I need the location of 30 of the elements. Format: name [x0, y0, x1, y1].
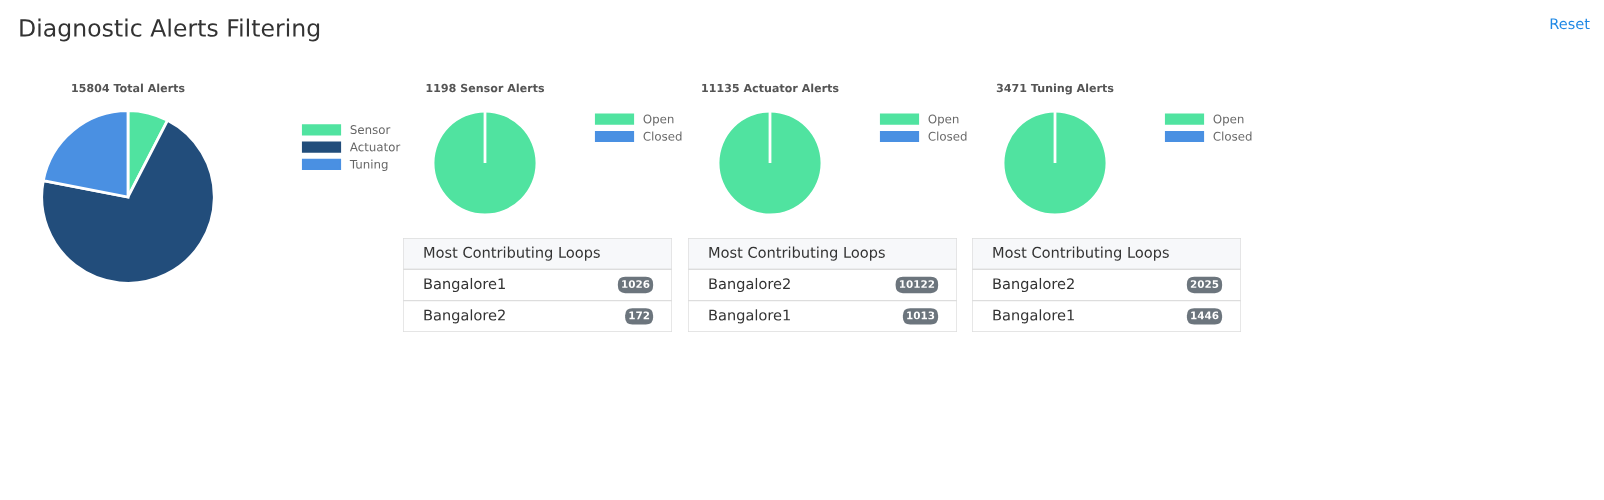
category-label: Bangalore1	[993, 309, 1074, 324]
legend-label: Open	[643, 114, 674, 126]
text: Most Contributing Loops	[424, 246, 600, 261]
chart-title: 1198 Sensor Alerts	[426, 83, 545, 93]
legend-label: Sensor	[350, 125, 391, 135]
legend-label: Open	[1213, 114, 1244, 126]
legend-label: Closed	[928, 131, 967, 141]
chart-title: 11135 Actuator Alerts	[702, 83, 839, 93]
text: Reset	[1550, 18, 1590, 30]
data-label: 1446	[1191, 311, 1219, 320]
category-label: Bangalore1	[424, 277, 505, 293]
legend-label: Tuning	[349, 159, 388, 171]
data-label: 10122	[899, 280, 935, 289]
legend-label: Actuator	[349, 142, 401, 152]
legend-label: Closed	[643, 131, 682, 141]
chart-title: 3471 Tuning Alerts	[996, 83, 1114, 95]
category-label: Bangalore2	[424, 309, 505, 324]
legend-label: Open	[928, 114, 959, 126]
text: Most Contributing Loops	[709, 246, 885, 261]
chart-title: 15804 Total Alerts	[72, 83, 185, 93]
data-label: 172	[629, 311, 650, 320]
legend-label: Closed	[1213, 131, 1252, 141]
category-label: Bangalore1	[709, 309, 790, 324]
text: Most Contributing Loops	[993, 246, 1169, 261]
category-label: Bangalore2	[993, 277, 1074, 293]
data-label: 1026	[622, 280, 650, 289]
category-label: Bangalore2	[709, 277, 790, 293]
data-label: 1013	[907, 311, 935, 320]
text: Diagnostic Alerts Filtering	[20, 18, 320, 42]
data-label: 2025	[1190, 280, 1219, 289]
